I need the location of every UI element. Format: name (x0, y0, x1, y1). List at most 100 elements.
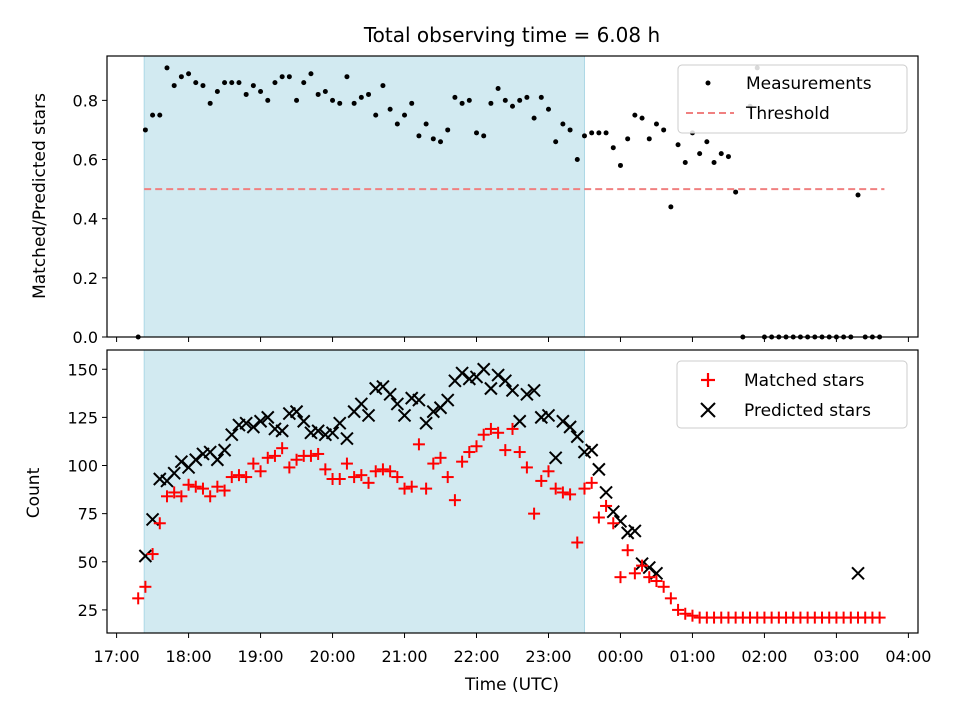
matched-star-point (441, 471, 454, 484)
measurement-point (409, 100, 415, 106)
measurement-point (164, 65, 170, 71)
top-panel: 0.00.20.40.60.8 Matched/Predicted stars … (30, 55, 919, 347)
matched-star-point (499, 444, 512, 457)
matched-star-point (592, 511, 605, 524)
measurement-point (488, 100, 494, 106)
matched-star-point (412, 438, 425, 451)
chart-title: Total observing time = 6.08 h (363, 23, 660, 47)
matched-star-point (556, 486, 569, 499)
matched-star-point (362, 476, 375, 489)
predicted-star-point (441, 393, 455, 407)
measurement-point (495, 86, 501, 92)
matched-star-point (405, 480, 418, 493)
bottom-x-tick-label: 19:00 (238, 647, 284, 666)
bottom-x-tick-label: 00:00 (597, 647, 643, 666)
measurement-point (214, 88, 220, 94)
predicted-star-point (570, 429, 584, 444)
legend-predicted-label: Predicted stars (744, 401, 871, 421)
predicted-star-point (628, 524, 642, 538)
top-y-axis-label: Matched/Predicted stars (30, 93, 50, 299)
legend-threshold-label: Threshold (745, 104, 830, 124)
measurement-point (704, 139, 710, 145)
measurement-point (682, 159, 688, 165)
measurement-point (344, 74, 350, 80)
measurement-point (380, 83, 386, 89)
predicted-star-point (484, 381, 498, 396)
matched-star-point (348, 471, 361, 484)
measurement-point (236, 80, 242, 86)
legend-matched-marker (701, 373, 715, 387)
measurement-point (294, 97, 300, 103)
top-y-tick-label: 0.2 (73, 269, 98, 288)
predicted-star-point (189, 453, 203, 467)
bottom-x-tick-label: 03:00 (813, 647, 859, 666)
matched-star-point (218, 484, 231, 497)
measurement-point (603, 130, 609, 136)
matched-star-point (549, 482, 562, 495)
matched-star-point (211, 480, 224, 493)
matched-star-point (290, 453, 303, 466)
top-x-ticks (116, 337, 909, 342)
predicted-star-point (246, 420, 261, 434)
predicted-star-point (520, 387, 534, 401)
measurement-point (517, 97, 523, 103)
measurement-point (510, 103, 515, 109)
top-y-tick-label: 0.0 (73, 328, 98, 347)
measurement-point (711, 159, 717, 165)
predicted-star-point (563, 420, 577, 434)
measurement-point (560, 121, 566, 127)
predicted-star-point (225, 428, 239, 442)
matched-star-point (650, 575, 663, 588)
measurement-point (502, 97, 508, 103)
measurement-point (394, 121, 400, 127)
measurement-point (466, 97, 472, 103)
measurement-point (445, 127, 451, 133)
measurement-point (308, 71, 314, 77)
top-y-ticks: 0.0 0.2 0.4 0.6 0.8 (73, 91, 107, 347)
measurement-point (531, 115, 537, 121)
matched-star-point (261, 451, 274, 464)
bottom-y-tick-label: 75 (78, 505, 98, 524)
bottom-x-tick-label: 22:00 (453, 647, 499, 666)
measurement-point (553, 139, 559, 145)
measurement-point (855, 192, 861, 198)
predicted-star-point (239, 416, 253, 430)
matched-star-point (160, 490, 173, 503)
measurement-point (481, 133, 487, 139)
measurement-point (186, 71, 192, 77)
top-axes-frame (106, 55, 919, 338)
matched-star-point (355, 469, 368, 482)
predicted-star-point (275, 424, 289, 438)
measurement-point (452, 94, 458, 100)
predicted-star-point (167, 466, 181, 480)
matched-star-point (614, 571, 627, 584)
matched-star-point (600, 499, 613, 512)
matched-star-point (542, 465, 555, 478)
predicted-star-point (556, 414, 570, 428)
matched-star-point (240, 471, 253, 484)
predicted-star-point (210, 453, 225, 467)
matched-star-point (196, 482, 209, 495)
bottom-x-ticks: 17:00 18:00 19:00 20:00 21:00 22:00 23:00 00:00… (94, 633, 931, 666)
measurement-point (567, 127, 573, 133)
predicted-star-point (455, 366, 469, 380)
predicted-star-point (383, 387, 397, 401)
matched-star-point (254, 465, 267, 478)
predicted-star-point (476, 362, 491, 376)
matched-star-point (398, 482, 411, 495)
predicted-star-point (289, 404, 304, 419)
predicted-star-point (138, 549, 153, 563)
matched-star-point (420, 482, 433, 495)
measurement-point (459, 100, 465, 106)
measurement-point (265, 97, 271, 103)
matched-star-point (628, 567, 641, 580)
matched-star-point (456, 455, 469, 468)
measurement-point (733, 189, 739, 195)
predicted-star-point (333, 416, 347, 430)
measurement-point (545, 106, 551, 112)
predicted-star-point (606, 505, 620, 519)
matched-star-point (636, 559, 649, 572)
predicted-star-point (217, 443, 232, 457)
matched-star-point (376, 463, 389, 476)
matched-star-point (384, 465, 397, 478)
